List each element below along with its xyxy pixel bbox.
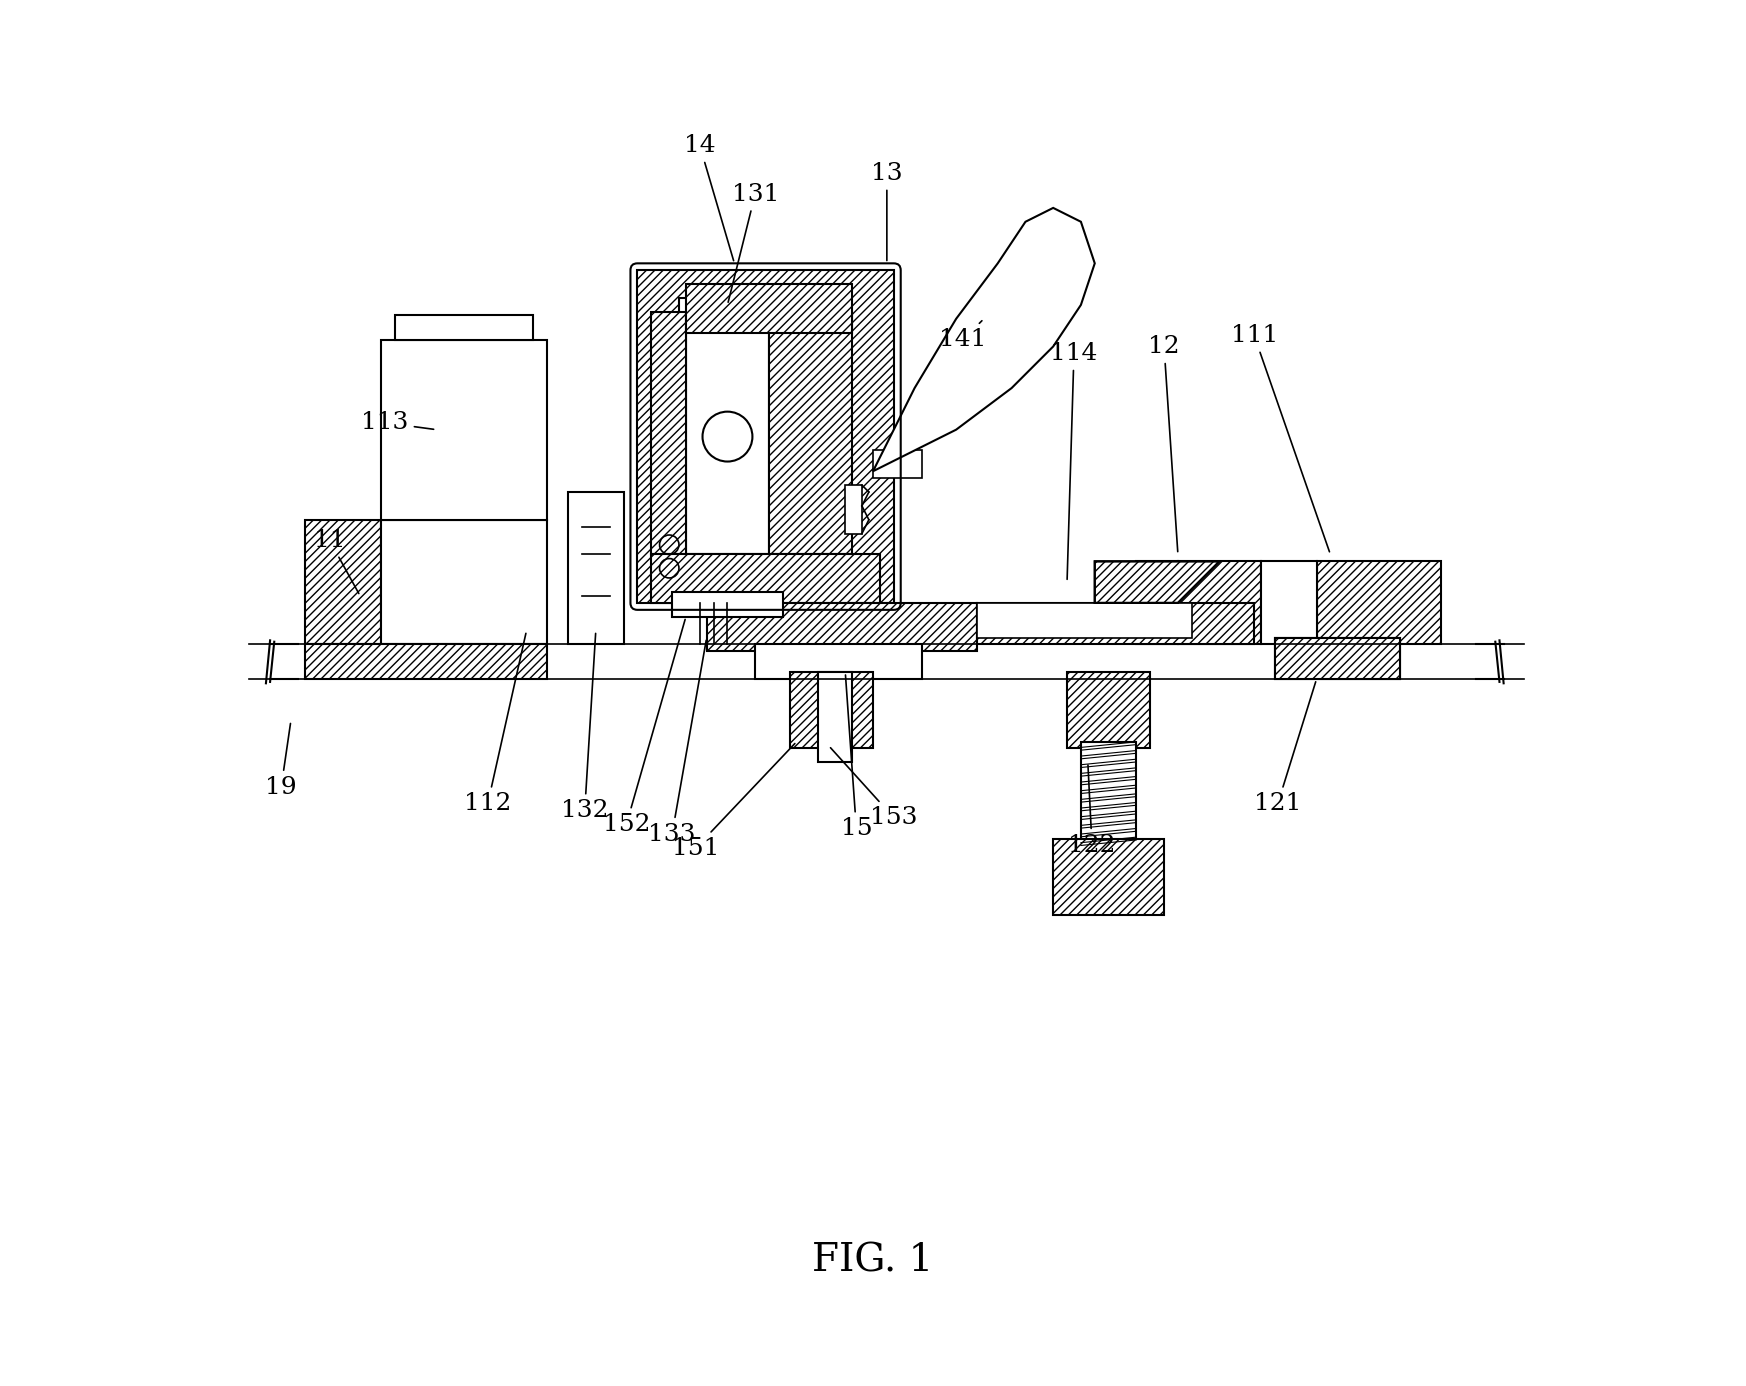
Bar	[978, 603, 1254, 644]
Bar	[637, 270, 894, 603]
Bar	[707, 603, 978, 651]
Bar	[1137, 561, 1179, 644]
Text: 151: 151	[672, 743, 794, 859]
Text: 114: 114	[1051, 342, 1098, 579]
Polygon shape	[873, 208, 1095, 471]
Bar	[1067, 672, 1151, 748]
Bar	[978, 603, 1193, 638]
Bar	[651, 554, 880, 603]
Bar	[1275, 638, 1400, 679]
Bar	[789, 672, 873, 748]
Bar	[395, 315, 534, 340]
Bar	[306, 520, 381, 644]
Text: 122: 122	[1069, 765, 1116, 857]
Text: 12: 12	[1149, 335, 1180, 552]
Text: 19: 19	[265, 723, 297, 798]
Text: 111: 111	[1231, 324, 1329, 552]
Bar	[873, 450, 922, 478]
Text: 11: 11	[314, 529, 360, 593]
Text: 141: 141	[939, 320, 986, 351]
Bar	[1316, 561, 1440, 644]
Text: FIG. 1: FIG. 1	[812, 1243, 934, 1279]
Text: 132: 132	[560, 633, 608, 822]
Text: 113: 113	[361, 412, 433, 434]
Bar	[768, 312, 852, 554]
Bar	[756, 644, 922, 679]
Bar	[1179, 561, 1261, 644]
Bar	[381, 520, 546, 644]
Bar	[679, 298, 838, 561]
Bar	[1081, 742, 1137, 845]
Text: 112: 112	[464, 633, 526, 815]
Bar	[651, 312, 686, 554]
Bar	[686, 284, 852, 333]
Bar	[672, 592, 782, 617]
Bar	[845, 485, 863, 534]
Text: 131: 131	[728, 183, 779, 302]
Text: 121: 121	[1254, 682, 1316, 815]
Bar	[381, 340, 546, 520]
Text: 153: 153	[831, 747, 918, 829]
Text: 14: 14	[684, 134, 733, 261]
Text: 152: 152	[602, 620, 684, 836]
Bar	[306, 644, 546, 679]
Polygon shape	[1095, 561, 1219, 603]
Bar	[817, 672, 852, 762]
Bar	[1053, 839, 1165, 915]
Text: 133: 133	[648, 640, 705, 845]
Bar	[1261, 561, 1316, 644]
Bar	[1275, 638, 1400, 679]
Text: 13: 13	[871, 162, 903, 261]
Bar	[567, 492, 623, 644]
Bar	[686, 312, 768, 554]
Text: 15: 15	[840, 675, 873, 840]
